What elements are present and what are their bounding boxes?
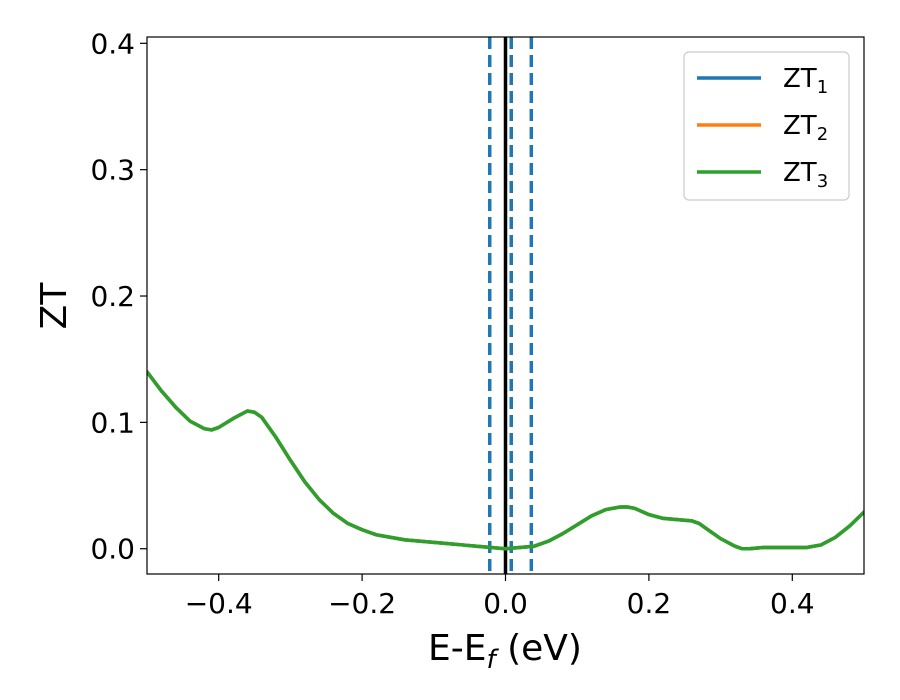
reference-lines (487, 37, 534, 574)
y-axis-title: ZT (34, 282, 75, 330)
series-line-3 (147, 370, 864, 551)
legend-label-2: ZT2 (783, 111, 828, 145)
x-tick-label: −0.2 (328, 587, 396, 620)
x-tick-label: 0.0 (483, 587, 528, 620)
series-lines (147, 370, 864, 551)
legend-label-1: ZT1 (783, 64, 828, 98)
x-tick-label: −0.4 (185, 587, 253, 620)
legend: ZT1 ZT2 ZT3 (683, 51, 850, 201)
y-tick-label: 0.2 (90, 280, 135, 313)
x-axis-title: E-Ef (eV) (428, 628, 582, 675)
x-axis-ticks: −0.4 −0.2 0.0 0.2 0.4 (185, 574, 815, 620)
y-tick-label: 0.3 (90, 154, 135, 187)
y-tick-label: 0.4 (90, 27, 135, 60)
legend-box (683, 51, 850, 201)
x-tick-label: 0.4 (770, 587, 815, 620)
y-tick-label: 0.1 (90, 406, 135, 439)
x-axis-title-unit: (eV) (496, 628, 582, 669)
x-axis-title-main: E-E (428, 628, 486, 669)
y-tick-label: 0.0 (90, 533, 135, 566)
x-tick-label: 0.2 (627, 587, 672, 620)
y-axis-ticks: 0.0 0.1 0.2 0.3 0.4 (90, 27, 147, 566)
legend-label-3: ZT3 (783, 158, 828, 192)
